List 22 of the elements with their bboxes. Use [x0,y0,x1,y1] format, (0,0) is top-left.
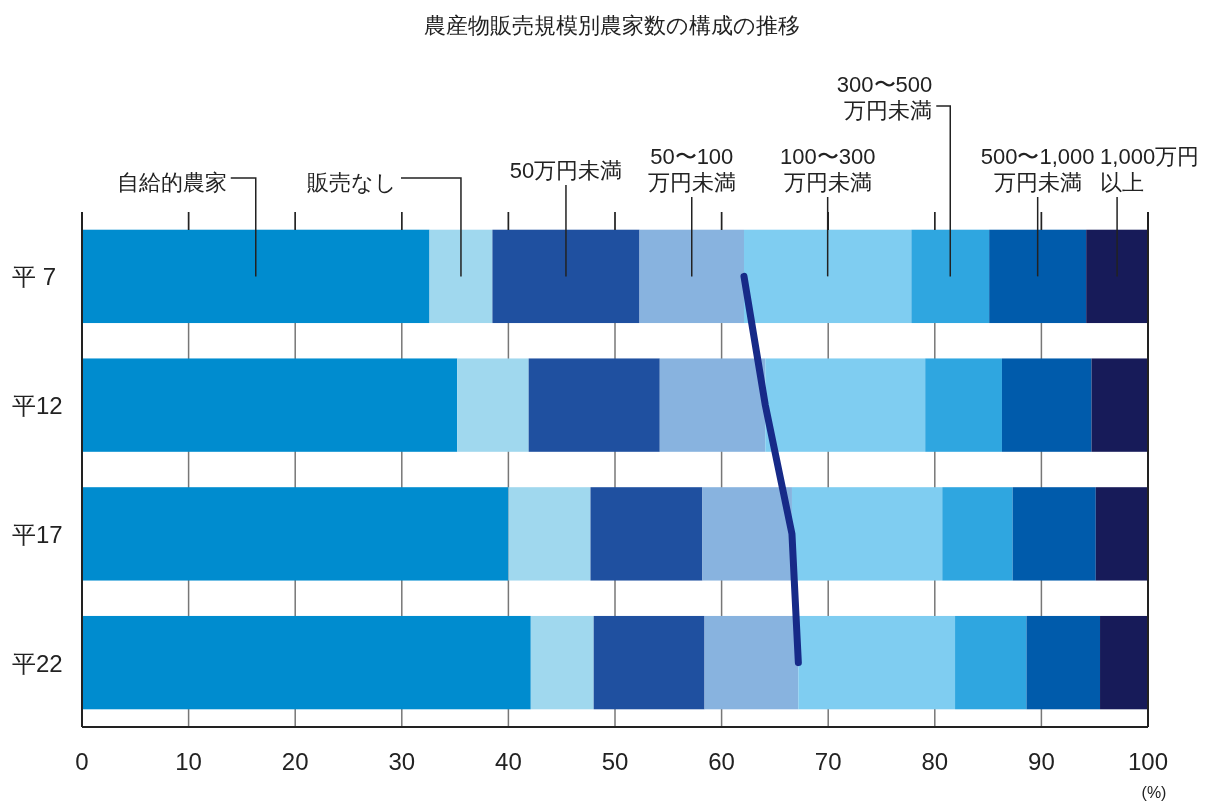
x-tick-label: 40 [495,748,522,775]
x-tick-label: 20 [281,748,309,775]
series-label: 500〜1,000万円未満 [980,143,1095,195]
x-tick-label: 100 [1127,748,1169,775]
y-tick-label: 平17 [12,520,63,548]
x-tick-label: 10 [175,748,202,775]
x-tick-label: 80 [921,748,949,775]
chart-title: 農産物販売規模別農家数の構成の推移 [424,13,800,38]
x-tick-label: 50 [601,748,629,775]
series-label: 100〜300万円未満 [779,143,876,195]
x-tick-label: 90 [1028,748,1055,775]
x-tick-label: 70 [814,748,842,775]
x-tick-label: 30 [388,748,416,775]
series-label: 50〜100万円未満 [647,143,736,195]
y-tick-label: 平12 [12,392,63,420]
x-axis-title: (%) [1141,784,1167,801]
series-label: 1,000万円以上 [1100,143,1200,195]
series-label: 自給的農家 [116,170,227,195]
y-tick-label: 平 7 [12,263,57,291]
y-tick-label: 平22 [12,649,63,677]
x-tick-label: 0 [75,748,89,775]
x-tick-label: 60 [708,748,735,775]
